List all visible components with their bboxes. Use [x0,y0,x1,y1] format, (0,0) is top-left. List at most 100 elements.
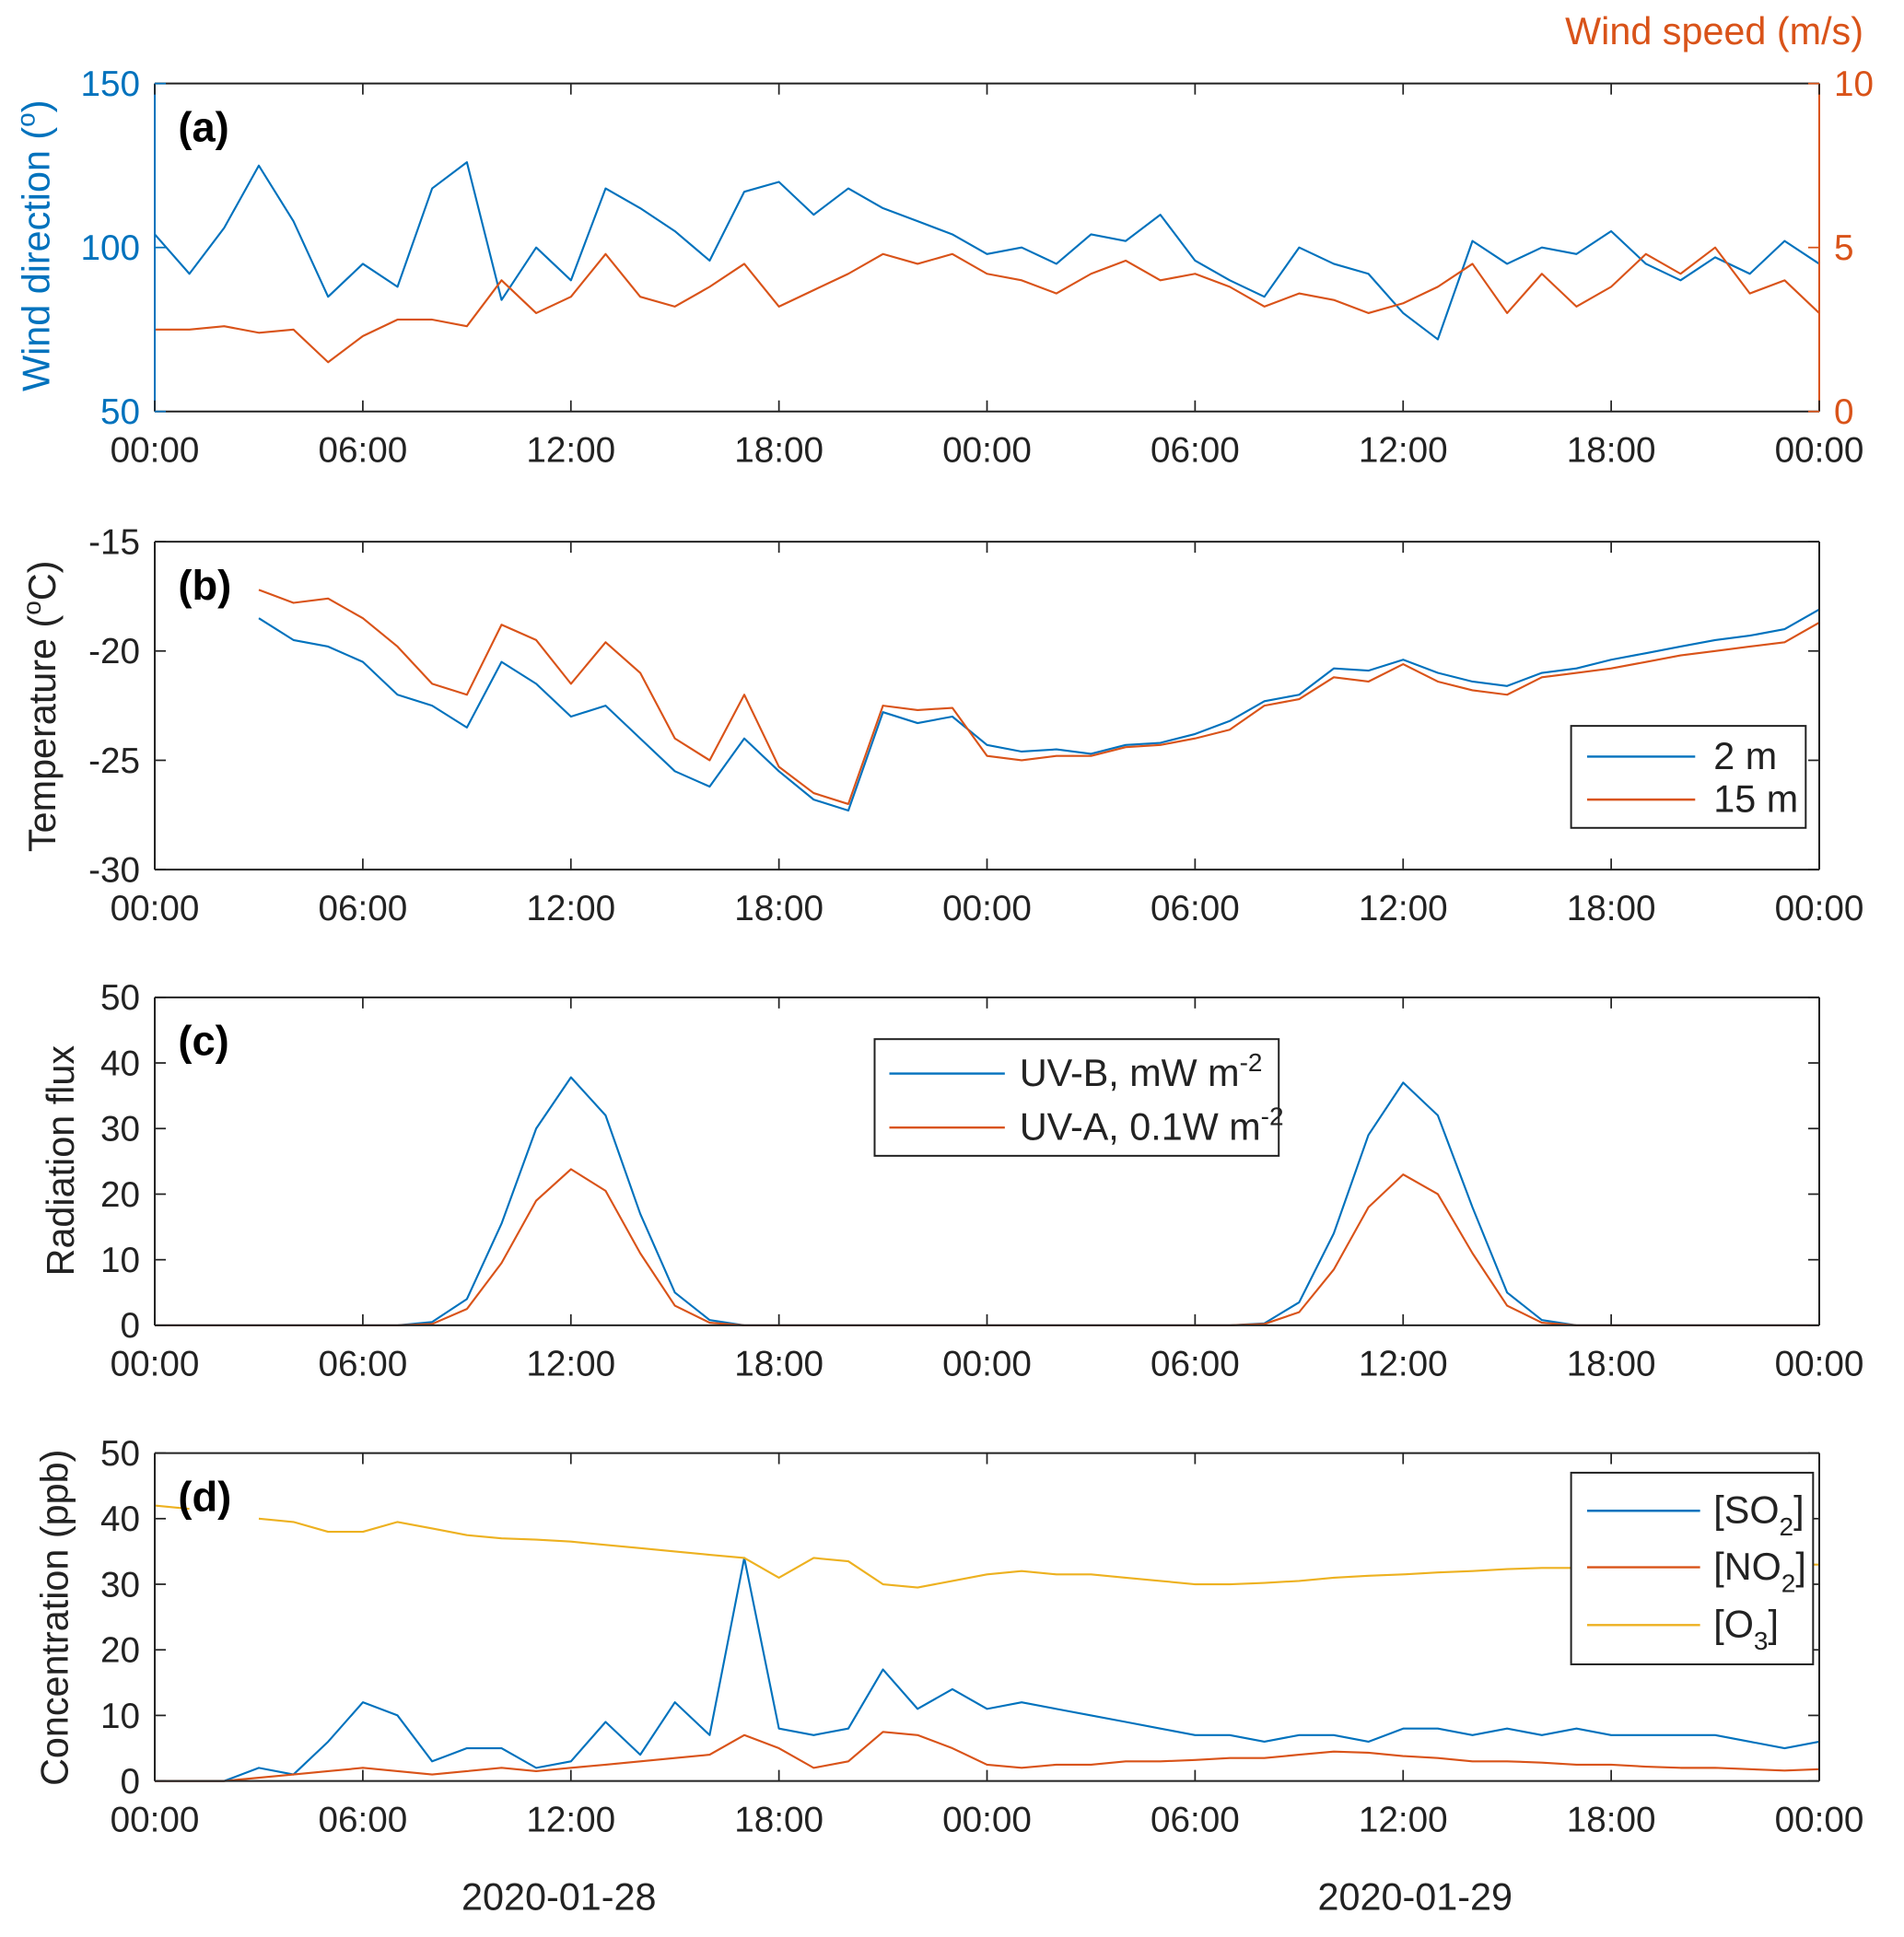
legend-entry: [NO2] [1713,1546,1806,1597]
y-axis-label-text: Temperature ( [21,615,64,852]
x-tick-label: 18:00 [1567,1800,1656,1839]
y-tick-label: 20 [100,1631,140,1671]
legend: [SO2][NO2][O3] [1570,1471,1815,1665]
x-tick-label: 00:00 [111,1800,200,1839]
y-axis-label: Concentration (ppb) [33,1450,76,1786]
series-line-o3 [154,1504,1819,1589]
y-tick-label: -20 [88,632,140,671]
x-tick-label: 00:00 [942,430,1032,470]
y-tick-label: 0 [121,1306,141,1346]
x-tick-label: 12:00 [526,430,615,470]
series-line-wind-speed [155,246,1820,364]
y-axis-label: Wind direction (o) [11,99,57,391]
y-tick-label: 30 [100,1110,140,1149]
legend-box [873,1038,1280,1157]
x-tick-label: 12:00 [1359,430,1448,470]
panel-b: 00:00 06:00 12:00 18:00 00:00 06:00 12:00 18:00… [18,522,1863,928]
x-tick-label: 00:00 [1775,1800,1864,1839]
y-tick-label: 40 [100,1044,140,1083]
y-tick-label: 30 [100,1565,140,1604]
y-tick-label-right: 5 [1834,228,1854,268]
y-tick-label: 50 [100,392,140,432]
x-tick-label: 18:00 [1567,430,1656,470]
panel-c: 00:00 06:00 12:00 18:00 00:00 06:00 12:00 18:00… [40,978,1863,1383]
legend-entry-text-end: ] [1769,1604,1779,1646]
legend-entry-text: [NO [1713,1546,1781,1588]
y-tick-label-right: 0 [1834,392,1854,432]
legend-entry-subscript: 2 [1781,1569,1796,1597]
panel-label: (c) [178,1018,228,1065]
series-line-uv-a [155,1168,1819,1326]
x-tick-label: 06:00 [319,430,408,470]
legend: 2 m15 m [1570,725,1807,829]
y-axis-label-text-end: ) [15,99,57,112]
x-tick-label: 06:00 [1151,1345,1240,1384]
legend-entry-subscript: 2 [1780,1512,1794,1541]
y-axis-label: Radiation flux [40,1045,82,1277]
legend-entry-superscript: -2 [1261,1103,1284,1131]
x-tick-label: 00:00 [1775,889,1864,928]
x-tick-label: 12:00 [1359,1345,1448,1384]
legend-entry: [O3] [1713,1604,1779,1655]
y-tick-label: 50 [100,1434,140,1474]
y-tick-label: 50 [100,978,140,1018]
panel-label: (d) [178,1473,231,1520]
legend-entry-text: [SO [1713,1489,1779,1532]
x-tick-label: 06:00 [1151,889,1240,928]
x-tick-label: 12:00 [526,889,615,928]
series-line-15-m [258,589,1820,806]
x-tick-label: 12:00 [1359,889,1448,928]
y-tick-label: -30 [88,850,140,890]
y-axis-label-text-end: C) [21,561,64,601]
y-tick-label: 10 [100,1697,140,1736]
y-tick-label: -25 [88,741,140,781]
series-line-2-m [258,608,1820,812]
x-tick-label: 00:00 [942,889,1032,928]
y-tick-label: -15 [88,522,140,562]
x-tick-label: 12:00 [1359,1800,1448,1839]
x-tick-label: 00:00 [111,430,200,470]
panel-d: 00:00 06:00 12:00 18:00 00:00 06:00 12:00 18:00… [33,1434,1863,1839]
legend-entry-superscript: -2 [1240,1048,1263,1077]
y-tick-label: 20 [100,1175,140,1215]
x-tick-label: 18:00 [1567,1345,1656,1384]
legend-entry-text-end: ] [1793,1489,1804,1532]
panel-label: (b) [178,562,231,609]
x-tick-label: 18:00 [734,430,824,470]
panel-label: (a) [178,103,228,150]
series-line-so2 [155,1557,1820,1782]
legend-box [1570,1471,1815,1665]
y-tick-label: 10 [100,1241,140,1280]
legend-entry-text: UV-B, mW m [1020,1052,1240,1094]
legend-box [1570,725,1807,829]
x-tick-label: 18:00 [1567,889,1656,928]
legend-entry-text: [O [1713,1604,1754,1646]
x-tick-label: 06:00 [319,889,408,928]
legend-entry: [SO2] [1713,1489,1804,1541]
x-tick-label: 06:00 [319,1345,408,1384]
x-tick-label: 18:00 [734,889,824,928]
x-tick-label: 18:00 [734,1345,824,1384]
y-axis-label-text: Wind direction ( [15,127,57,391]
y-tick-label: 150 [81,64,140,104]
x-tick-label: 00:00 [111,889,200,928]
y-tick-label: 40 [100,1499,140,1539]
y-tick-label: 0 [121,1762,141,1802]
y-tick-label: 100 [81,228,140,268]
x-tick-label: 06:00 [319,1800,408,1839]
legend-entry-subscript: 3 [1754,1627,1769,1655]
x-tick-label: 00:00 [1775,1345,1864,1384]
series-line-no2 [155,1731,1820,1782]
x-tick-label: 00:00 [942,1345,1032,1384]
legend-entry: 15 m [1713,777,1798,820]
x-tick-label: 00:00 [1775,430,1864,470]
x-tick-label: 18:00 [734,1800,824,1839]
date-label-1: 2020-01-28 [461,1876,656,1919]
x-tick-label: 06:00 [1151,1800,1240,1839]
y-axis-label-superscript: o [11,112,40,127]
x-tick-label: 00:00 [942,1800,1032,1839]
legend: UV-B, mW m-2UV-A, 0.1W m-2 [873,1038,1284,1157]
wind-speed-axis-label: Wind speed (m/s) [1565,10,1863,53]
legend-entry: UV-B, mW m-2 [1020,1048,1263,1094]
legend-entry: 2 m [1713,735,1777,777]
